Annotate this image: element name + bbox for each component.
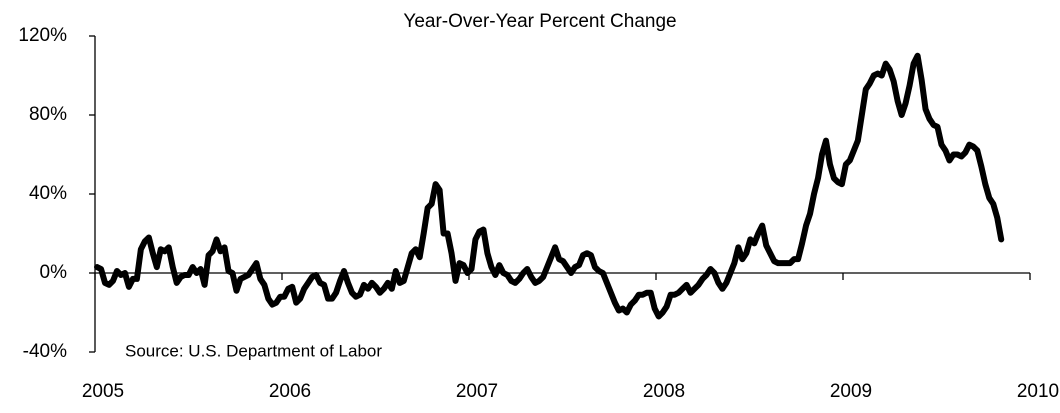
x-tick-label: 2009: [830, 381, 872, 402]
x-tick-label: 2010: [1017, 381, 1059, 402]
chart-title: Year-Over-Year Percent Change: [403, 11, 676, 32]
x-tick-label: 2006: [269, 381, 311, 402]
y-tick-label: 80%: [29, 104, 67, 125]
y-tick-label: 120%: [18, 25, 67, 46]
y-tick-label: -40%: [23, 341, 67, 362]
y-tick-label: 40%: [29, 183, 67, 204]
x-tick-label: 2008: [643, 381, 685, 402]
source-note: Source: U.S. Department of Labor: [125, 341, 382, 360]
x-tick-label: 2007: [456, 381, 498, 402]
data-line: [94, 52, 1005, 320]
x-tick-label: 2005: [82, 381, 124, 402]
y-tick-label: 0%: [40, 262, 68, 283]
